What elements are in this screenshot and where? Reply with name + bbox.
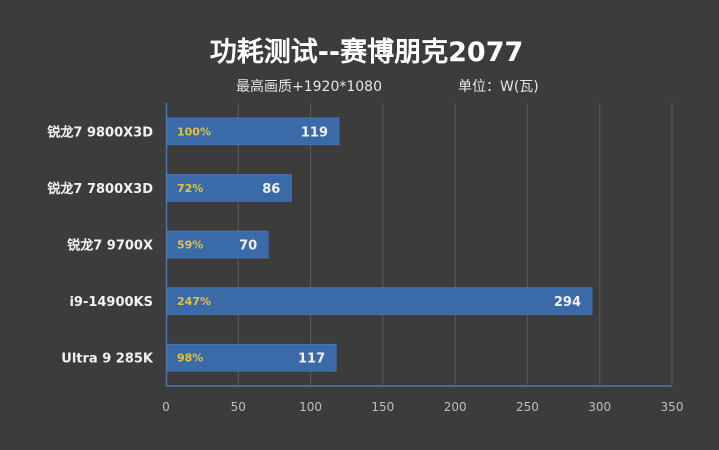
- value-label: 119: [301, 125, 328, 140]
- x-tick-label: 350: [661, 400, 684, 414]
- chart-title-text: 功耗测试--赛博朋克2077: [209, 37, 524, 68]
- bar-4: [166, 343, 337, 372]
- percent-label: 72%: [177, 182, 203, 195]
- bar-0: [166, 117, 340, 146]
- percent-label: 100%: [177, 125, 211, 138]
- x-tick-label: 250: [516, 400, 539, 414]
- percent-label: 247%: [177, 295, 211, 308]
- x-tick-label: 100: [299, 400, 322, 414]
- x-tick-label: 0: [162, 400, 170, 414]
- value-label: 70: [239, 239, 257, 254]
- bar-3: [166, 287, 593, 315]
- category-label: 锐龙7 7800X3D: [47, 181, 153, 197]
- bar-2: [166, 230, 269, 259]
- chart-subtitle: 最高画质+1920*1080: [236, 79, 382, 95]
- x-tick-label: 50: [231, 400, 246, 414]
- value-label: 86: [262, 182, 280, 197]
- value-label: 117: [298, 352, 325, 367]
- category-label: Ultra 9 285K: [61, 352, 154, 367]
- unit-label: 单位：W(瓦): [458, 79, 539, 95]
- chart-title: 功耗测试--赛博朋克2077: [0, 30, 719, 69]
- x-tick-label: 200: [444, 400, 467, 414]
- x-tick-label: 300: [588, 400, 611, 414]
- percent-label: 98%: [177, 352, 203, 365]
- x-tick-label: 150: [371, 400, 394, 414]
- category-label: 锐龙7 9700X: [67, 238, 153, 254]
- value-label: 294: [554, 295, 581, 310]
- category-label: 锐龙7 9800X3D: [47, 124, 153, 140]
- percent-label: 59%: [177, 239, 203, 252]
- category-label: i9-14900KS: [69, 295, 153, 310]
- bar-1: [166, 174, 292, 202]
